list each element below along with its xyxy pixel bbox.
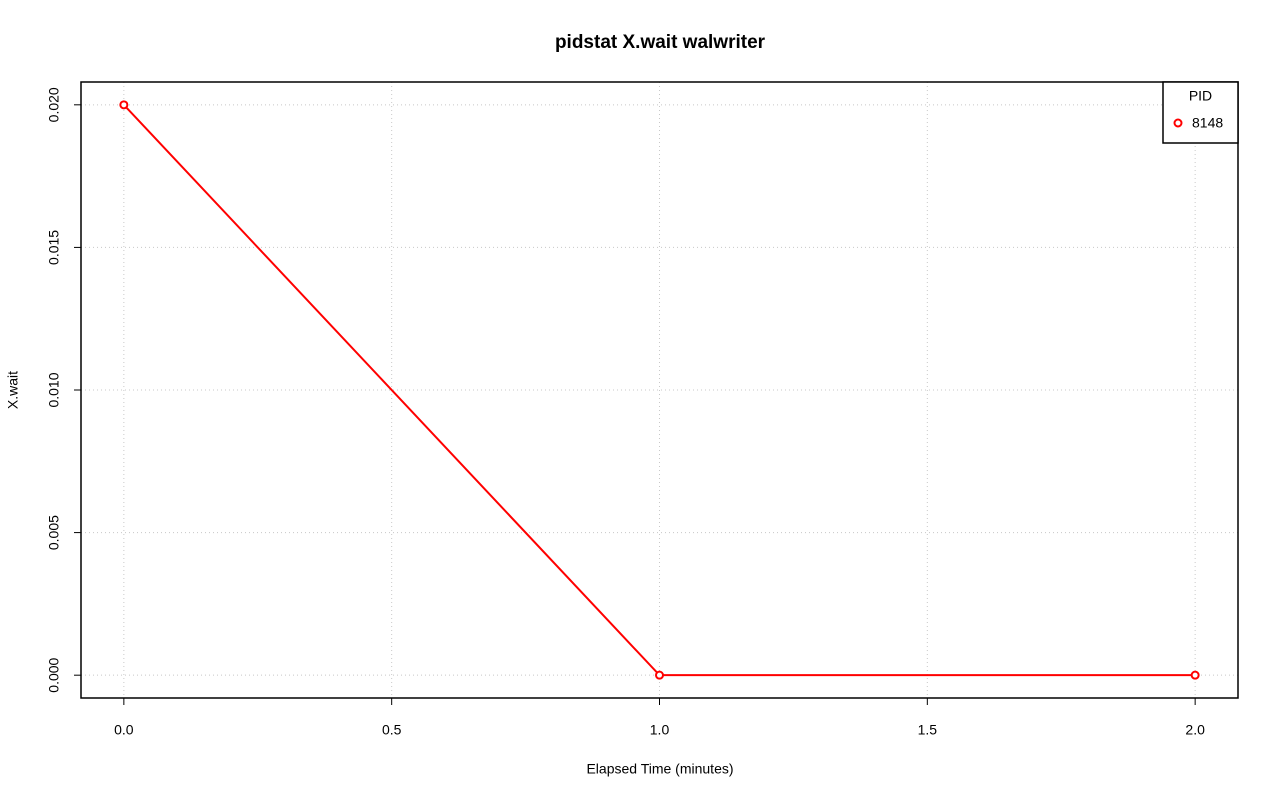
data-point — [1190, 670, 1200, 680]
x-tick-label: 1.5 — [918, 722, 938, 738]
x-axis-label: Elapsed Time (minutes) — [586, 761, 733, 777]
y-tick-label: 0.005 — [46, 515, 62, 550]
y-axis-label: X.wait — [5, 371, 21, 409]
x-tick-label: 0.5 — [382, 722, 402, 738]
data-point — [655, 670, 664, 680]
legend-box — [1162, 81, 1239, 144]
x-tick-label: 0.0 — [114, 722, 134, 738]
chart-title: pidstat X.wait walwriter — [555, 32, 766, 53]
data-point — [119, 100, 129, 110]
y-tick-label: 0.000 — [46, 657, 62, 692]
legend-title: PID — [1189, 88, 1212, 104]
legend-label: 8148 — [1192, 115, 1223, 131]
y-tick-label: 0.015 — [46, 230, 62, 265]
x-tick-label: 1.0 — [650, 722, 670, 738]
y-tick-label: 0.010 — [46, 372, 62, 407]
plot-frame — [80, 81, 1239, 699]
x-tick-label: 2.0 — [1185, 722, 1205, 738]
y-tick-label: 0.020 — [46, 87, 62, 122]
legend-marker — [1173, 118, 1183, 128]
